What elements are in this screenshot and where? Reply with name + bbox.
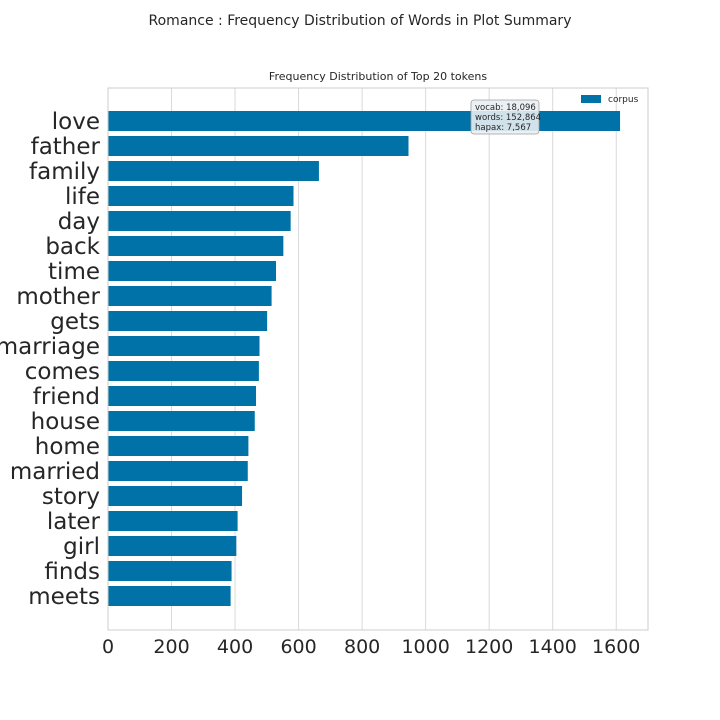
category-label-home: home: [35, 434, 100, 460]
corpus-stats-box: vocab: 18,096 words: 152,864 hapax: 7,56…: [470, 99, 541, 135]
bar-later: [108, 511, 238, 531]
stats-vocab: vocab: 18,096: [475, 103, 536, 113]
bar-back: [108, 236, 284, 256]
stats-words: words: 152,864: [475, 113, 541, 123]
category-label-later: later: [47, 509, 101, 535]
category-label-family: family: [29, 159, 100, 185]
x-tick-label: 0: [102, 636, 114, 658]
x-tick-label: 400: [217, 636, 253, 658]
bar-home: [108, 436, 249, 456]
x-tick-label: 1400: [529, 636, 577, 658]
category-label-comes: comes: [25, 359, 100, 385]
category-label-friend: friend: [33, 384, 100, 410]
bar-house: [108, 411, 255, 431]
category-label-meets: meets: [28, 584, 100, 610]
plot-area: [107, 87, 649, 631]
bar-comes: [108, 361, 259, 381]
category-label-finds: finds: [44, 559, 100, 585]
category-label-house: house: [31, 409, 100, 435]
legend: corpus: [581, 95, 639, 105]
bar-friend: [108, 386, 257, 406]
stats-hapax: hapax: 7,567: [475, 123, 531, 133]
category-label-father: father: [31, 134, 101, 160]
figure-suptitle: Romance : Frequency Distribution of Word…: [149, 13, 572, 29]
stats-box-background: [470, 99, 540, 135]
category-label-married: married: [10, 459, 100, 485]
bar-family: [108, 161, 319, 181]
x-tick-label: 1600: [592, 636, 640, 658]
category-label-day: day: [58, 209, 100, 235]
category-label-story: story: [42, 484, 100, 510]
category-label-back: back: [45, 234, 100, 260]
x-tick-label: 1200: [465, 636, 513, 658]
bar-mother: [108, 286, 272, 306]
category-labels: lovefatherfamilylifedaybacktimemotherget…: [0, 109, 101, 610]
category-label-love: love: [52, 109, 100, 135]
bar-married: [108, 461, 248, 481]
bar-love: [108, 111, 621, 131]
category-label-mother: mother: [16, 284, 100, 310]
bar-finds: [108, 561, 232, 581]
x-tick-label: 800: [344, 636, 380, 658]
bar-life: [108, 186, 294, 206]
x-tick-label: 600: [280, 636, 316, 658]
category-label-life: life: [65, 184, 100, 210]
legend-label: corpus: [608, 95, 639, 105]
bar-girl: [108, 536, 237, 556]
bar-gets: [108, 311, 268, 331]
category-label-gets: gets: [50, 309, 100, 335]
category-label-girl: girl: [63, 534, 100, 560]
chart-title: Frequency Distribution of Top 20 tokens: [269, 70, 487, 83]
x-tick-label: 1000: [401, 636, 449, 658]
x-tick-labels: 0 200 400 600 800 1000 1200 1400 1600: [102, 636, 640, 658]
bar-father: [108, 136, 409, 156]
bar-meets: [108, 586, 231, 606]
bar-story: [108, 486, 243, 506]
category-label-time: time: [48, 259, 100, 285]
plot-frame: [107, 87, 649, 631]
legend-swatch: [581, 95, 601, 103]
bar-marriage: [108, 336, 260, 356]
bar-day: [108, 211, 291, 231]
x-tick-label: 200: [153, 636, 189, 658]
bar-time: [108, 261, 277, 281]
category-label-marriage: marriage: [0, 334, 100, 360]
